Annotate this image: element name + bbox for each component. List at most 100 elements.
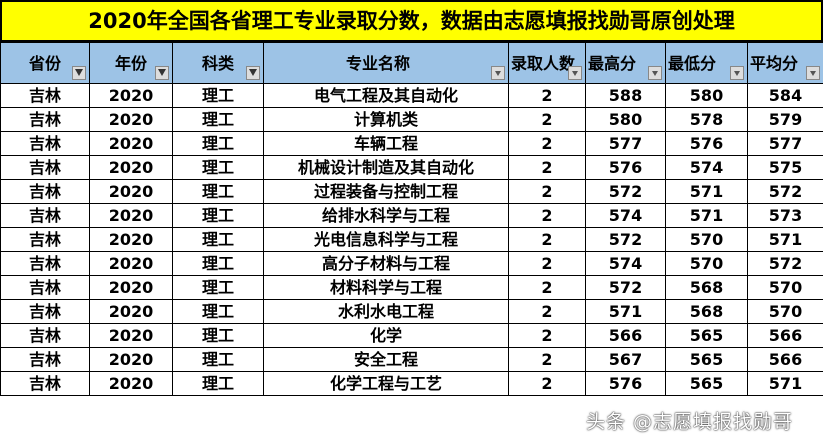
table-cell[interactable]: 理工: [172, 83, 264, 108]
table-cell[interactable]: 理工: [172, 131, 264, 156]
table-cell[interactable]: 576: [585, 371, 666, 396]
table-cell[interactable]: 2020: [89, 227, 173, 252]
table-cell[interactable]: 理工: [172, 371, 264, 396]
table-cell[interactable]: 2: [508, 251, 586, 276]
table-cell[interactable]: 吉林: [0, 107, 90, 132]
table-cell[interactable]: 572: [585, 227, 666, 252]
table-cell[interactable]: 575: [747, 155, 823, 180]
table-cell[interactable]: 571: [665, 203, 748, 228]
table-cell[interactable]: 吉林: [0, 155, 90, 180]
table-cell[interactable]: 571: [585, 299, 666, 324]
table-cell[interactable]: 578: [665, 107, 748, 132]
table-cell[interactable]: 588: [585, 83, 666, 108]
table-cell[interactable]: 理工: [172, 347, 264, 372]
table-cell[interactable]: 理工: [172, 203, 264, 228]
table-cell[interactable]: 2: [508, 371, 586, 396]
table-cell[interactable]: 水利水电工程: [263, 299, 509, 324]
table-cell[interactable]: 理工: [172, 227, 264, 252]
table-cell[interactable]: 吉林: [0, 275, 90, 300]
table-cell[interactable]: 2020: [89, 251, 173, 276]
filter-dropdown-icon[interactable]: [491, 66, 505, 80]
table-cell[interactable]: 理工: [172, 107, 264, 132]
table-cell[interactable]: 565: [665, 347, 748, 372]
table-cell[interactable]: 理工: [172, 299, 264, 324]
table-cell[interactable]: 2020: [89, 347, 173, 372]
table-cell[interactable]: 2: [508, 203, 586, 228]
table-cell[interactable]: 2020: [89, 203, 173, 228]
table-cell[interactable]: 572: [747, 179, 823, 204]
table-cell[interactable]: 584: [747, 83, 823, 108]
table-cell[interactable]: 574: [665, 155, 748, 180]
table-cell[interactable]: 机械设计制造及其自动化: [263, 155, 509, 180]
table-cell[interactable]: 570: [747, 275, 823, 300]
filter-dropdown-icon[interactable]: [648, 66, 662, 80]
table-cell[interactable]: 573: [747, 203, 823, 228]
table-cell[interactable]: 577: [585, 131, 666, 156]
table-cell[interactable]: 571: [665, 179, 748, 204]
table-cell[interactable]: 567: [585, 347, 666, 372]
table-cell[interactable]: 2: [508, 299, 586, 324]
filter-active-icon[interactable]: [72, 66, 86, 80]
table-cell[interactable]: 2020: [89, 131, 173, 156]
table-cell[interactable]: 2020: [89, 155, 173, 180]
table-cell[interactable]: 571: [747, 227, 823, 252]
table-cell[interactable]: 理工: [172, 323, 264, 348]
table-cell[interactable]: 高分子材料与工程: [263, 251, 509, 276]
table-cell[interactable]: 吉林: [0, 371, 90, 396]
table-cell[interactable]: 574: [585, 251, 666, 276]
table-cell[interactable]: 2: [508, 107, 586, 132]
table-cell[interactable]: 2020: [89, 299, 173, 324]
filter-dropdown-icon[interactable]: [806, 66, 820, 80]
table-cell[interactable]: 2020: [89, 323, 173, 348]
table-cell[interactable]: 580: [665, 83, 748, 108]
table-cell[interactable]: 吉林: [0, 251, 90, 276]
table-cell[interactable]: 576: [585, 155, 666, 180]
table-cell[interactable]: 565: [665, 323, 748, 348]
table-cell[interactable]: 572: [747, 251, 823, 276]
table-cell[interactable]: 理工: [172, 179, 264, 204]
table-cell[interactable]: 化学: [263, 323, 509, 348]
table-cell[interactable]: 2: [508, 131, 586, 156]
table-cell[interactable]: 568: [665, 299, 748, 324]
table-cell[interactable]: 吉林: [0, 179, 90, 204]
table-cell[interactable]: 565: [665, 371, 748, 396]
table-cell[interactable]: 吉林: [0, 347, 90, 372]
table-cell[interactable]: 吉林: [0, 227, 90, 252]
table-cell[interactable]: 570: [665, 251, 748, 276]
table-cell[interactable]: 计算机类: [263, 107, 509, 132]
table-cell[interactable]: 2: [508, 179, 586, 204]
table-cell[interactable]: 吉林: [0, 83, 90, 108]
table-cell[interactable]: 571: [747, 371, 823, 396]
table-cell[interactable]: 579: [747, 107, 823, 132]
table-cell[interactable]: 吉林: [0, 323, 90, 348]
filter-dropdown-icon[interactable]: [568, 66, 582, 80]
table-cell[interactable]: 572: [585, 275, 666, 300]
table-cell[interactable]: 576: [665, 131, 748, 156]
filter-active-icon[interactable]: [246, 66, 260, 80]
table-cell[interactable]: 577: [747, 131, 823, 156]
table-cell[interactable]: 580: [585, 107, 666, 132]
table-cell[interactable]: 给排水科学与工程: [263, 203, 509, 228]
table-cell[interactable]: 572: [585, 179, 666, 204]
table-cell[interactable]: 2: [508, 347, 586, 372]
table-cell[interactable]: 2020: [89, 371, 173, 396]
table-cell[interactable]: 566: [747, 323, 823, 348]
table-cell[interactable]: 2020: [89, 275, 173, 300]
table-cell[interactable]: 2: [508, 155, 586, 180]
table-cell[interactable]: 2: [508, 323, 586, 348]
table-cell[interactable]: 2: [508, 227, 586, 252]
table-cell[interactable]: 电气工程及其自动化: [263, 83, 509, 108]
table-cell[interactable]: 吉林: [0, 299, 90, 324]
table-cell[interactable]: 2: [508, 83, 586, 108]
table-cell[interactable]: 566: [585, 323, 666, 348]
table-cell[interactable]: 化学工程与工艺: [263, 371, 509, 396]
table-cell[interactable]: 吉林: [0, 131, 90, 156]
table-cell[interactable]: 568: [665, 275, 748, 300]
filter-dropdown-icon[interactable]: [730, 66, 744, 80]
table-cell[interactable]: 2020: [89, 83, 173, 108]
table-cell[interactable]: 光电信息科学与工程: [263, 227, 509, 252]
table-cell[interactable]: 吉林: [0, 203, 90, 228]
table-cell[interactable]: 570: [665, 227, 748, 252]
table-cell[interactable]: 车辆工程: [263, 131, 509, 156]
table-cell[interactable]: 理工: [172, 275, 264, 300]
